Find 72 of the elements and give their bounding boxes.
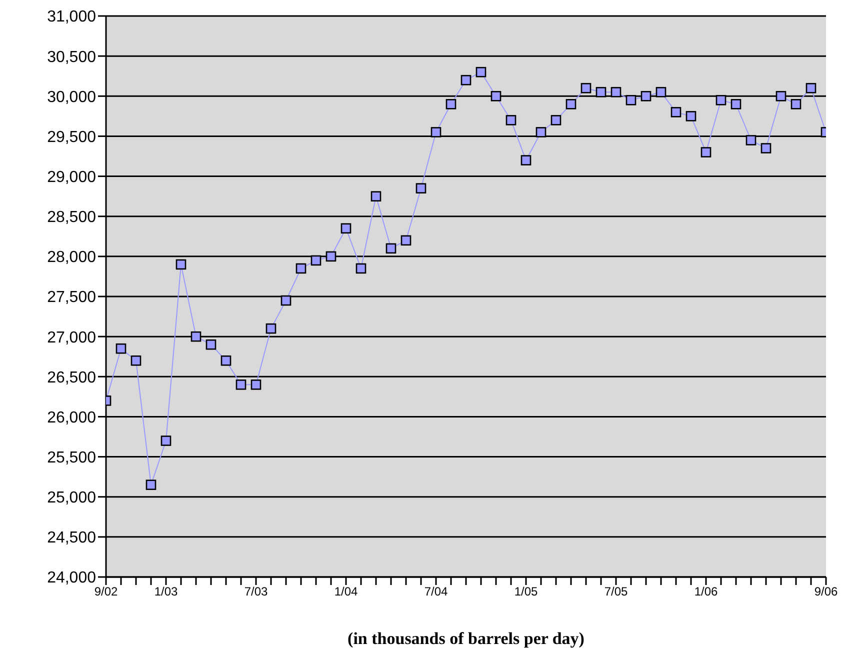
point xyxy=(506,115,516,126)
point xyxy=(416,183,426,194)
point xyxy=(536,127,546,138)
point xyxy=(160,436,172,446)
point xyxy=(386,243,396,254)
point xyxy=(280,295,292,306)
x-tick-label: 1/05 xyxy=(514,584,538,599)
point xyxy=(430,127,442,138)
point xyxy=(340,223,352,234)
point xyxy=(176,259,186,270)
point xyxy=(130,355,142,366)
y-tick-label: 30,500 xyxy=(47,48,96,66)
point xyxy=(596,86,606,98)
point xyxy=(760,143,772,154)
point xyxy=(610,86,622,98)
point xyxy=(806,82,816,94)
point xyxy=(716,95,726,106)
point xyxy=(370,191,382,202)
x-tick-label: 1/06 xyxy=(694,584,718,599)
point xyxy=(400,235,412,246)
y-tick-label: 26,500 xyxy=(47,369,96,386)
point xyxy=(656,86,666,98)
point xyxy=(266,323,276,334)
point xyxy=(776,90,786,102)
y-tick-label: 25,000 xyxy=(47,490,96,507)
point xyxy=(550,115,562,126)
point xyxy=(626,95,636,106)
x-tick-label: 1/03 xyxy=(154,584,178,599)
y-tick-label: 28,500 xyxy=(47,209,96,226)
point xyxy=(236,380,246,390)
y-tick-label: 29,000 xyxy=(47,168,96,186)
point xyxy=(686,111,696,122)
y-tick-label: 24,500 xyxy=(47,530,96,547)
point xyxy=(790,99,802,110)
point xyxy=(476,66,486,78)
point xyxy=(460,74,472,86)
point xyxy=(250,380,262,390)
x-tick-label: 7/05 xyxy=(604,584,628,599)
point xyxy=(520,155,532,166)
y-tick-label: 27,500 xyxy=(47,289,96,306)
point xyxy=(746,135,756,146)
x-tick-label: 7/03 xyxy=(244,584,268,599)
point xyxy=(206,339,216,350)
point xyxy=(296,263,306,274)
y-tick-label: 29,500 xyxy=(47,128,96,146)
point xyxy=(190,331,202,342)
point xyxy=(310,255,322,266)
point xyxy=(566,99,576,110)
point xyxy=(326,251,336,262)
x-axis-title: (in thousands of barrels per day) xyxy=(348,629,584,648)
point xyxy=(730,99,742,110)
y-tick-label: 31,000 xyxy=(47,8,96,26)
point xyxy=(670,107,682,118)
point xyxy=(640,90,652,102)
x-tick-label: 9/02 xyxy=(94,584,118,599)
point xyxy=(146,480,156,490)
point xyxy=(580,82,592,94)
y-tick-label: 25,500 xyxy=(47,449,96,466)
point xyxy=(220,355,232,366)
y-tick-label: 26,000 xyxy=(47,409,96,426)
x-tick-label: 7/04 xyxy=(424,584,448,599)
point xyxy=(116,343,126,354)
y-tick-label: 24,000 xyxy=(47,570,96,587)
point xyxy=(490,90,502,102)
x-tick-label: 1/04 xyxy=(334,584,358,599)
y-tick-label: 30,000 xyxy=(47,88,96,106)
point xyxy=(700,147,712,158)
point xyxy=(356,263,366,274)
x-tick-label: 9/06 xyxy=(814,584,838,599)
y-tick-label: 27,000 xyxy=(47,329,96,346)
point xyxy=(446,99,456,110)
y-tick-label: 28,000 xyxy=(47,249,96,266)
